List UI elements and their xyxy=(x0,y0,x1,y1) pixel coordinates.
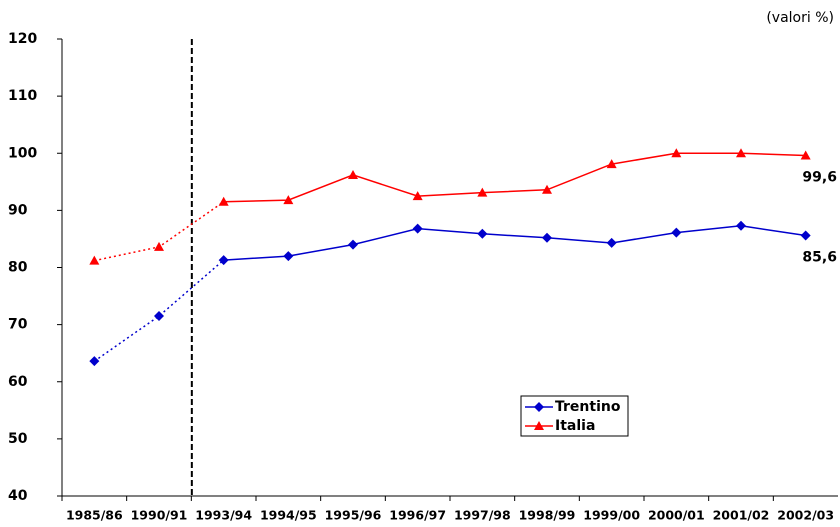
marker xyxy=(736,148,746,158)
marker xyxy=(348,239,358,250)
marker xyxy=(477,187,488,197)
x-tick-label: 1999/00 xyxy=(583,508,640,523)
annotation: (valori %) xyxy=(766,10,834,26)
marker xyxy=(542,184,552,194)
marker xyxy=(477,228,488,239)
marker xyxy=(800,230,811,241)
marker xyxy=(218,255,229,266)
marker xyxy=(218,196,229,206)
marker xyxy=(154,241,164,251)
x-tick-label: 1996/97 xyxy=(389,508,446,523)
x-tick-label: 1990/91 xyxy=(131,508,188,523)
x-tick-label: 1998/99 xyxy=(519,508,576,523)
series-line xyxy=(94,201,225,262)
y-tick-label: 70 xyxy=(8,317,28,333)
value-label: 99,6 xyxy=(802,170,837,186)
marker xyxy=(283,251,294,262)
x-tick-label: 2001/02 xyxy=(713,508,770,523)
x-tick-label: 2002/03 xyxy=(777,508,834,523)
y-tick-label: 120 xyxy=(8,31,37,47)
marker xyxy=(348,169,358,179)
x-tick-label: 2000/01 xyxy=(648,508,705,523)
marker xyxy=(736,220,746,231)
legend: Trentino Italia xyxy=(520,395,629,437)
y-tick-label: 50 xyxy=(8,431,28,447)
marker xyxy=(283,195,294,205)
marker xyxy=(534,421,544,430)
marker xyxy=(671,227,682,238)
series-line xyxy=(93,259,225,362)
y-tick-label: 40 xyxy=(8,488,28,504)
y-tick-label: 80 xyxy=(8,260,28,276)
marker xyxy=(154,311,164,322)
legend-label: Trentino xyxy=(555,399,621,415)
marker xyxy=(89,255,100,265)
marker xyxy=(800,150,811,160)
marker xyxy=(671,148,682,158)
x-tick-label: 1997/98 xyxy=(454,508,511,523)
y-tick-label: 110 xyxy=(8,88,37,104)
y-tick-label: 60 xyxy=(8,374,28,390)
value-label: 85,6 xyxy=(802,250,837,266)
x-tick-label: 1993/94 xyxy=(195,508,252,523)
series-line xyxy=(223,152,806,203)
x-tick-label: 1994/95 xyxy=(260,508,317,523)
marker xyxy=(412,191,423,201)
marker xyxy=(89,356,100,367)
legend-label: Italia xyxy=(555,418,595,434)
x-tick-label: 1995/96 xyxy=(325,508,382,523)
x-tick-label: 1985/86 xyxy=(66,508,123,523)
marker xyxy=(412,223,423,234)
marker xyxy=(606,237,617,248)
marker xyxy=(542,232,552,243)
series-line xyxy=(223,225,806,261)
marker xyxy=(606,159,617,169)
marker xyxy=(534,402,544,412)
y-tick-label: 100 xyxy=(8,145,37,161)
y-tick-label: 90 xyxy=(8,202,28,218)
